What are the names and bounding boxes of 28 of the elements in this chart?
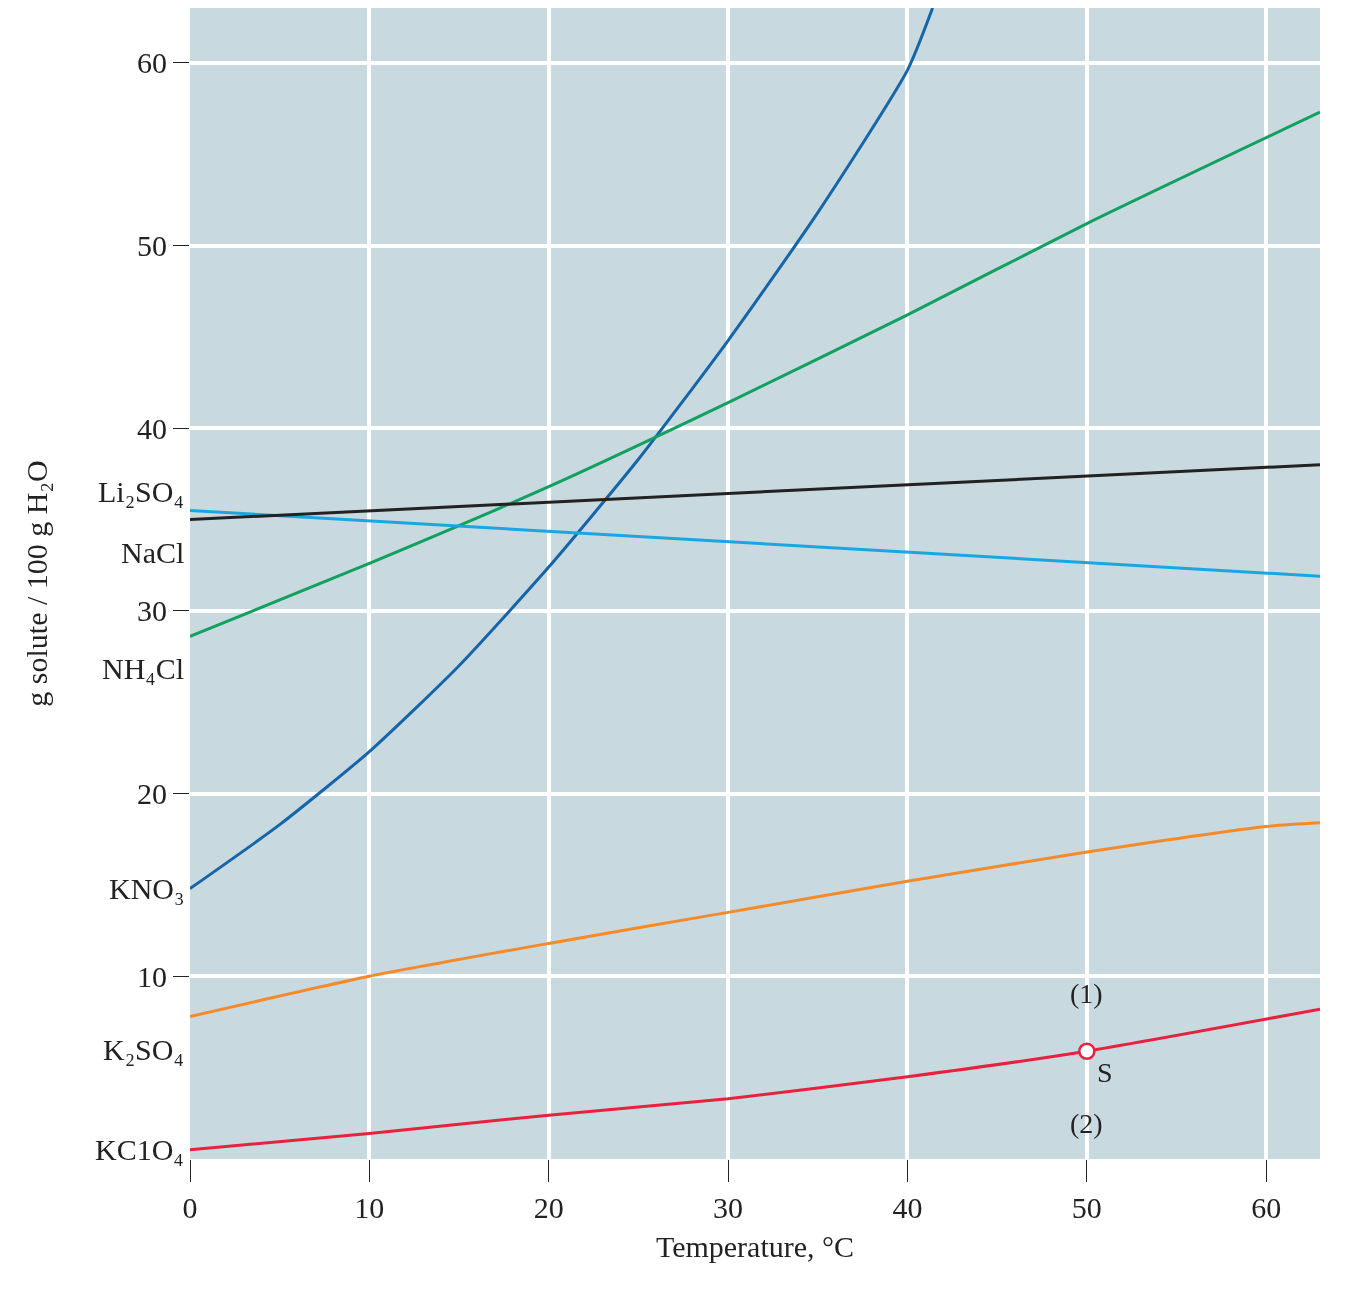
x-tick-label: 50 (1071, 1191, 1102, 1224)
y-tick-label: 60 (137, 46, 167, 80)
line-series (190, 8, 935, 891)
annotation: S (1097, 1057, 1113, 1088)
y-tick-label: 20 (137, 777, 167, 811)
y-tick-label: 30 (137, 594, 167, 628)
x-tick-label: 40 (892, 1191, 923, 1224)
y-axis-title: g solute / 100 g H₂O (20, 460, 53, 707)
x-axis-title: Temperature, °C (655, 1229, 855, 1263)
y-tick-label: 50 (137, 229, 167, 263)
y-tick-label: 10 (137, 959, 167, 993)
series-label: KC1O₄ (95, 1133, 184, 1166)
x-tick-label: 0 (182, 1191, 198, 1224)
line-series (190, 110, 1320, 638)
series-label: NH₄Cl (102, 652, 185, 685)
x-tick-label: 20 (533, 1191, 564, 1224)
x-tick-label: 10 (354, 1191, 385, 1224)
series-label: Li₂SO₄ (98, 475, 184, 508)
series-label: NaCl (121, 536, 185, 569)
y-tick-label: 40 (137, 411, 167, 445)
x-tick-label: 60 (1251, 1191, 1282, 1224)
x-tick-label: 30 (713, 1191, 744, 1224)
annotation: (2) (1070, 1108, 1103, 1139)
series-label: K₂SO₄ (103, 1033, 184, 1066)
series-label: KNO₃ (109, 872, 185, 905)
line-series (190, 1007, 1320, 1152)
annotation: (1) (1070, 978, 1103, 1009)
line-series (190, 821, 1320, 1018)
